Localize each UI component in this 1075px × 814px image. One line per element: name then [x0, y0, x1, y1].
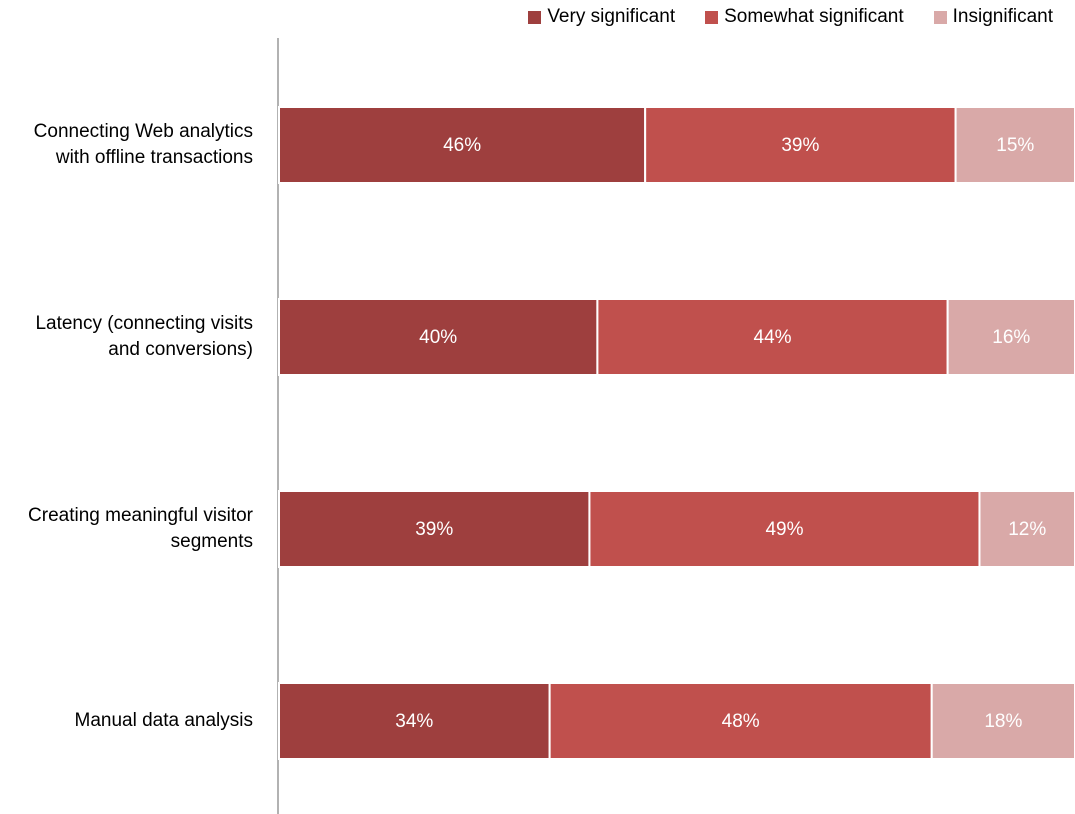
bar-segment [644, 106, 957, 184]
bar-segment [278, 298, 599, 376]
legend-swatch [933, 10, 947, 24]
legend: Very significant Somewhat significant Insi… [528, 6, 1053, 28]
legend-label: Insignificant [952, 6, 1053, 27]
data-label: 46% [443, 135, 481, 156]
data-label: 16% [992, 327, 1030, 348]
legend-label: Somewhat significant [724, 6, 904, 27]
bar-segment [588, 490, 981, 568]
data-label: 12% [1008, 519, 1046, 540]
category-label: Connecting Web analytics with offline tr… [33, 121, 253, 168]
data-label: 39% [781, 135, 819, 156]
category-label: Latency (connecting visits and conversio… [35, 313, 253, 360]
data-label: 44% [754, 327, 792, 348]
legend-item: Somewhat significant [705, 6, 904, 28]
bar-segment [596, 298, 949, 376]
legend-swatch [705, 10, 719, 24]
data-label: 18% [984, 711, 1022, 732]
data-label: 40% [419, 327, 457, 348]
data-label: 49% [765, 519, 803, 540]
legend-swatch [528, 10, 542, 24]
category-label: Creating meaningful visitor segments [28, 505, 253, 552]
legend-item: Very significant [528, 6, 675, 28]
legend-item: Insignificant [933, 6, 1053, 28]
data-label: 39% [415, 519, 453, 540]
data-label: 48% [722, 711, 760, 732]
data-label: 15% [996, 135, 1034, 156]
bar-segment [278, 682, 551, 760]
data-label: 34% [395, 711, 433, 732]
bar-segment [946, 298, 1075, 376]
bar-segment [278, 490, 591, 568]
legend-label: Very significant [547, 6, 676, 27]
category-label: Manual data analysis [74, 710, 254, 731]
